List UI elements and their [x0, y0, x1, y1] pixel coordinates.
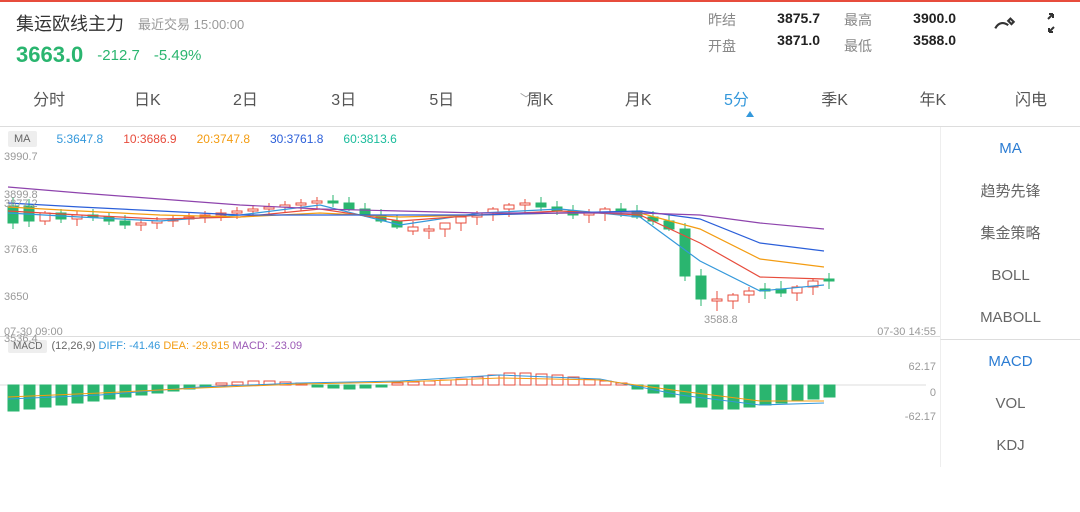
instrument-title: 集运欧线主力: [16, 10, 124, 36]
macd-legend: MACD(12,26,9) DIFF: -41.46 DEA: -29.915 …: [0, 336, 940, 355]
tab-2日[interactable]: 2日: [196, 80, 294, 116]
indicator-集金策略[interactable]: 集金策略: [940, 212, 1080, 254]
chart-area[interactable]: MA5:3647.810:3686.920:3747.830:3761.860:…: [0, 127, 940, 467]
candlestick-chart: [0, 151, 926, 336]
indicator-MACD[interactable]: MACD: [940, 339, 1080, 382]
indicator-趋势先锋[interactable]: 趋势先锋: [940, 169, 1080, 211]
tab-月K[interactable]: 月K: [589, 80, 687, 116]
indicator-KDJ[interactable]: KDJ: [940, 425, 1080, 467]
tab-年K[interactable]: 年K: [884, 80, 982, 116]
indicator-column: MA趋势先锋集金策略BOLLMABOLLMACDVOLKDJ: [940, 127, 1080, 467]
last-trade-time: 最近交易 15:00:00: [138, 14, 244, 33]
indicator-MA[interactable]: MA: [940, 127, 1080, 169]
ma-legend: MA5:3647.810:3686.920:3747.830:3761.860:…: [0, 127, 940, 151]
ohlc-block: 昨结开盘 3875.73871.0 最高最低 3900.03588.0: [708, 10, 956, 56]
tab-3日[interactable]: 3日: [295, 80, 393, 116]
indicator-BOLL[interactable]: BOLL: [940, 254, 1080, 296]
macd-chart: [0, 355, 926, 415]
indicator-VOL[interactable]: VOL: [940, 382, 1080, 424]
collapse-icon[interactable]: [1038, 10, 1064, 36]
timeframe-tabs: 分时日K2日3日5日周K月K5分季K年K闪电: [0, 72, 1080, 127]
tab-周K[interactable]: 周K: [491, 80, 589, 116]
tab-季K[interactable]: 季K: [786, 80, 884, 116]
price-pct: -5.49%: [154, 47, 202, 64]
header: 集运欧线主力 最近交易 15:00:00 3663.0 -212.7 -5.49…: [0, 2, 1080, 72]
edit-icon[interactable]: [992, 10, 1018, 36]
tab-5日[interactable]: 5日: [393, 80, 491, 116]
price-change: -212.7: [97, 47, 140, 64]
tab-闪电[interactable]: 闪电: [982, 80, 1080, 116]
last-price: 3663.0: [16, 42, 83, 68]
tab-分时[interactable]: 分时: [0, 80, 98, 116]
indicator-MABOLL[interactable]: MABOLL: [940, 297, 1080, 339]
tab-5分[interactable]: 5分: [687, 80, 785, 116]
tab-日K[interactable]: 日K: [98, 80, 196, 116]
